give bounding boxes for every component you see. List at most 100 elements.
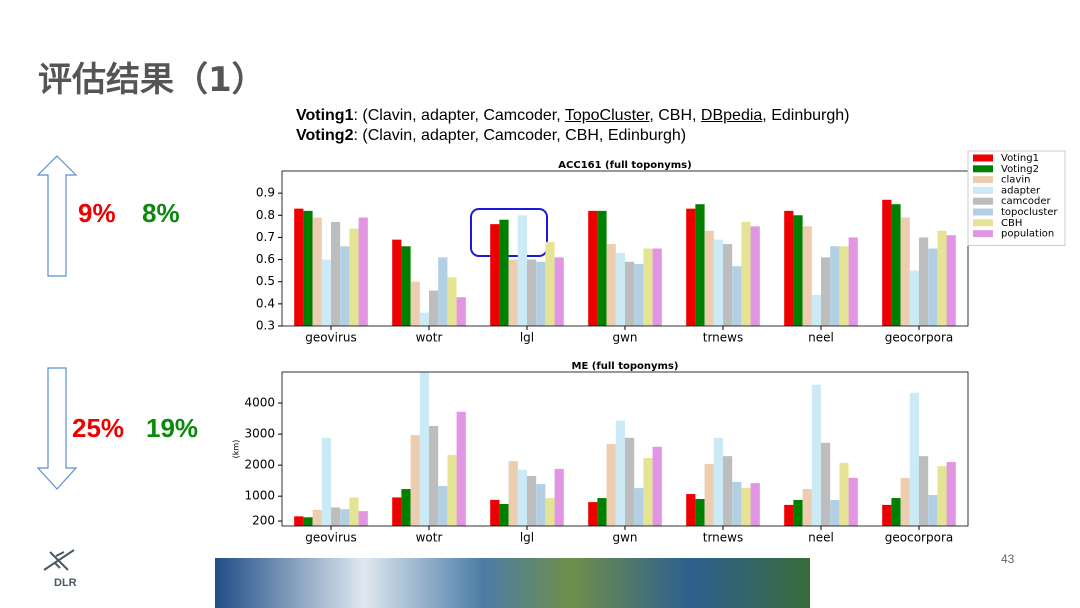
highlight-box <box>470 208 548 257</box>
bar <box>695 204 705 326</box>
bar <box>891 204 901 326</box>
up-arrow <box>36 155 78 277</box>
bar <box>811 384 821 526</box>
bar <box>438 485 448 526</box>
voting-label: Voting2 <box>296 127 354 144</box>
bar <box>625 261 635 326</box>
bar <box>821 257 831 326</box>
bar <box>447 277 457 326</box>
bar <box>429 426 439 526</box>
bar <box>331 507 341 526</box>
x-tick-label: trnews <box>703 531 743 545</box>
bar <box>900 217 910 326</box>
bar <box>686 208 696 326</box>
bar <box>597 210 607 326</box>
bar <box>802 226 812 326</box>
bar <box>723 456 733 526</box>
bar <box>392 239 402 326</box>
x-tick-label: geovirus <box>305 531 357 545</box>
bar <box>554 468 564 526</box>
bar <box>517 469 527 526</box>
bar <box>830 246 840 326</box>
y-tick-label: 1000 <box>244 489 275 503</box>
bar <box>349 497 359 526</box>
bar <box>331 221 341 326</box>
legend-swatch <box>973 186 993 194</box>
legend-swatch <box>973 208 993 216</box>
down-arrow <box>36 367 78 490</box>
bar <box>625 437 635 526</box>
bar <box>830 499 840 526</box>
bar <box>928 248 938 326</box>
voting1-gain: 25% <box>72 413 125 443</box>
bar <box>741 487 751 526</box>
legend-swatch <box>973 219 993 227</box>
bar <box>848 477 858 526</box>
bar <box>615 252 625 326</box>
bar <box>401 246 411 326</box>
bar <box>517 215 527 326</box>
legend-swatch <box>973 154 993 162</box>
bar <box>811 295 821 326</box>
y-tick-label: 0.4 <box>256 296 275 310</box>
y-tick-label: 0.6 <box>256 252 275 266</box>
bar <box>634 264 644 326</box>
x-tick-label: wotr <box>416 331 443 345</box>
bar <box>490 224 500 326</box>
bar <box>919 237 929 326</box>
bar <box>321 259 331 326</box>
slide-title: 评估结果（1） <box>38 60 266 100</box>
voting-text: : (Clavin, adapter, Camcoder, CBH, Edinb… <box>353 127 687 144</box>
x-tick-label: wotr <box>416 531 443 545</box>
y-tick-label: 0.7 <box>256 230 275 244</box>
bar <box>839 246 849 326</box>
bar <box>606 244 616 326</box>
voting-text: , Edinburgh) <box>762 107 850 124</box>
bar <box>839 462 849 526</box>
bar <box>321 437 331 526</box>
bar <box>536 484 546 526</box>
bar <box>303 517 313 526</box>
logo-text: DLR <box>54 577 77 589</box>
chart-title: ACC161 (full toponyms) <box>558 160 691 171</box>
bar <box>615 420 625 526</box>
page-number: 43 <box>1001 552 1015 566</box>
bar <box>303 210 313 326</box>
bar <box>410 281 420 326</box>
legend-swatch <box>973 176 993 184</box>
x-tick-label: geocorpora <box>885 531 953 545</box>
legend-label: population <box>1001 229 1054 240</box>
bar <box>882 199 892 326</box>
bar <box>588 502 598 526</box>
bar <box>634 488 644 526</box>
earth-image <box>215 558 810 608</box>
x-tick-label: geocorpora <box>885 331 953 345</box>
bar <box>429 290 439 326</box>
dlr-logo <box>43 549 75 571</box>
x-tick-label: gwn <box>612 331 637 345</box>
bar <box>750 226 760 326</box>
x-tick-label: neel <box>808 531 834 545</box>
bar <box>536 261 546 326</box>
bar <box>490 499 500 526</box>
bar <box>652 446 662 526</box>
bar <box>784 210 794 326</box>
bar <box>882 504 892 526</box>
legend-label: CBH <box>1001 218 1022 229</box>
voting-text: , CBH, <box>649 107 701 124</box>
x-tick-label: geovirus <box>305 331 357 345</box>
bar <box>340 246 350 326</box>
bar <box>358 217 368 326</box>
legend-swatch <box>973 165 993 173</box>
bar <box>732 481 742 526</box>
y-axis-label: (km) <box>232 440 241 459</box>
bar <box>919 456 929 526</box>
bar <box>499 219 509 326</box>
voting-definitions: Voting1: (Clavin, adapter, Camcoder, Top… <box>296 106 849 146</box>
bar <box>410 435 420 526</box>
bar <box>713 437 723 526</box>
legend-swatch <box>973 197 993 205</box>
bar <box>741 221 751 326</box>
